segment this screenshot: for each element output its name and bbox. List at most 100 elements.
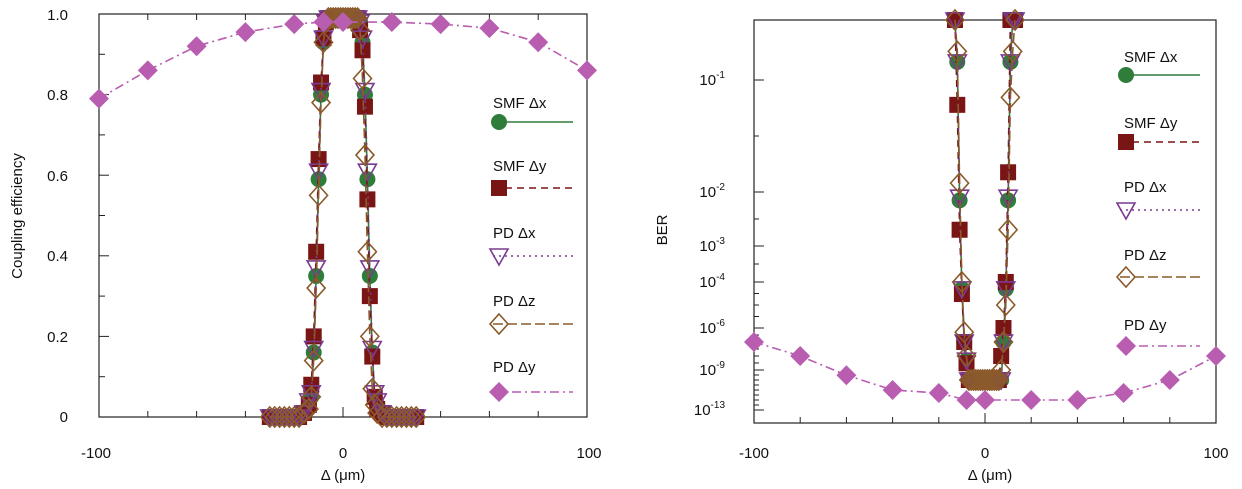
plot-frame [98, 13, 588, 418]
legend-marker-smf-dy [1118, 134, 1134, 150]
data-point-pd-dy [1021, 390, 1042, 410]
data-point-pd-dx [354, 82, 376, 102]
legend-marker-pd-dy [489, 382, 509, 402]
legend-label-smf-dy: SMF Δy [493, 158, 547, 175]
data-point-pd-dz [951, 270, 972, 294]
data-point-pd-dz [310, 91, 332, 114]
data-point-pd-dy [186, 36, 207, 57]
x-tick-label: -100 [81, 445, 111, 462]
tick-base: 10 [699, 320, 716, 337]
data-point-pd-dz [259, 405, 280, 429]
data-point-pd-dy [284, 14, 305, 35]
data-point-smf-dy [305, 328, 322, 345]
data-point-pd-dy [89, 88, 109, 109]
data-point-pd-dy [1067, 390, 1088, 410]
data-point-pd-dz [998, 218, 1019, 241]
data-point-pd-dz [954, 321, 975, 344]
data-point-pd-dz [979, 368, 1000, 392]
tick-base: 10 [699, 184, 716, 201]
data-point-pd-dy [882, 380, 903, 400]
data-point-pd-dz [350, 18, 371, 42]
data-point-pd-dy [975, 390, 995, 410]
series-line-pd-dy [98, 21, 588, 100]
data-point-pd-dz [991, 358, 1012, 382]
data-point-pd-dx [298, 393, 320, 412]
data-point-pd-dx [995, 281, 1017, 300]
legend-marker-pd-dz [488, 312, 510, 336]
tick-exponent: -3 [716, 236, 725, 247]
data-point-pd-dy [1113, 383, 1134, 404]
data-point-pd-dz [1004, 8, 1026, 32]
data-point-pd-dz [264, 405, 285, 429]
plot-frame [753, 19, 1217, 424]
series-line-pd-dx [269, 17, 417, 418]
data-point-pd-dz [993, 330, 1014, 354]
y-tick-label: 10-3 [699, 236, 725, 255]
y-tick-label: 0.8 [47, 87, 68, 104]
series-line-pd-dz [269, 17, 417, 418]
data-point-smf-dy [993, 348, 1010, 364]
data-point-smf-dy [354, 42, 371, 59]
y-tick-label: 10-1 [699, 70, 725, 89]
tick-exponent: -4 [716, 272, 725, 283]
data-point-pd-dz [301, 385, 322, 409]
y-tick-label: 10-9 [699, 360, 725, 379]
legend: SMF Δx SMF Δy PD Δx PD Δz PD Δy [1115, 49, 1200, 356]
data-point-pd-dy [956, 390, 977, 410]
data-point-pd-dz [306, 276, 327, 300]
data-point-pd-dz [367, 401, 388, 425]
tick-base: 10 [699, 238, 716, 255]
legend-label-pd-dx: PD Δx [1124, 179, 1167, 196]
legend-label-smf-dx: SMF Δx [1124, 49, 1178, 66]
y-tick-label: 0.6 [47, 168, 68, 185]
data-point-pd-dz [949, 171, 970, 195]
legend-label-pd-dy: PD Δy [493, 359, 536, 376]
legend-marker-pd-dx [488, 248, 510, 267]
y-axis-label: BER [654, 214, 671, 245]
data-point-pd-dy [313, 12, 334, 33]
ber-chart: -100 0 100 10-110-210-310-410-610-910-13… [654, 8, 1229, 484]
data-point-pd-dx [951, 281, 973, 300]
data-point-pd-dz [284, 405, 305, 429]
data-point-smf-dy [303, 376, 320, 393]
data-point-pd-dy [430, 14, 451, 35]
data-point-pd-dz [956, 344, 977, 368]
tick-exponent: -9 [716, 360, 725, 371]
data-point-pd-dz [386, 405, 407, 429]
tick-exponent: -6 [716, 318, 725, 329]
data-point-pd-dx [405, 409, 427, 428]
data-point-pd-dz [376, 405, 397, 429]
tick-base: 10 [699, 362, 716, 379]
data-point-pd-dz [986, 368, 1007, 392]
data-point-pd-dz [944, 8, 966, 32]
series-line-pd-dz [954, 19, 1016, 381]
data-point-pd-dz [1002, 40, 1023, 63]
legend-label-smf-dx: SMF Δx [493, 95, 547, 112]
data-point-pd-dz [274, 405, 295, 429]
data-point-pd-dy [790, 346, 811, 366]
y-tick-label: 10-13 [694, 400, 726, 419]
data-point-smf-dy [359, 191, 376, 208]
legend-marker-smf-dx [491, 114, 507, 130]
tick-base: 10 [699, 274, 716, 291]
x-axis-label: Δ (μm) [968, 467, 1013, 484]
legend-label-pd-dx: PD Δx [493, 225, 536, 242]
data-point-pd-dz [406, 405, 427, 429]
data-point-pd-dz [313, 31, 334, 54]
y-tick-label: 0 [60, 409, 68, 426]
y-tick-label: 0.4 [47, 248, 68, 265]
data-point-smf-dy [951, 221, 968, 238]
data-point-pd-dy [333, 12, 353, 33]
y-tick-label: 1.0 [47, 7, 68, 24]
data-point-pd-dz [308, 184, 329, 207]
data-point-pd-dy [1159, 370, 1180, 390]
data-point-pd-dz [947, 40, 968, 63]
y-tick-label: 10-2 [699, 182, 725, 201]
data-point-pd-dy [836, 365, 857, 386]
data-point-pd-dz [352, 67, 373, 90]
data-point-pd-dz [984, 368, 1005, 392]
data-point-pd-dx [1000, 54, 1021, 73]
y-tick-label: 10-6 [699, 318, 725, 337]
data-point-pd-dx [308, 163, 329, 182]
tick-exponent: -2 [716, 182, 725, 193]
